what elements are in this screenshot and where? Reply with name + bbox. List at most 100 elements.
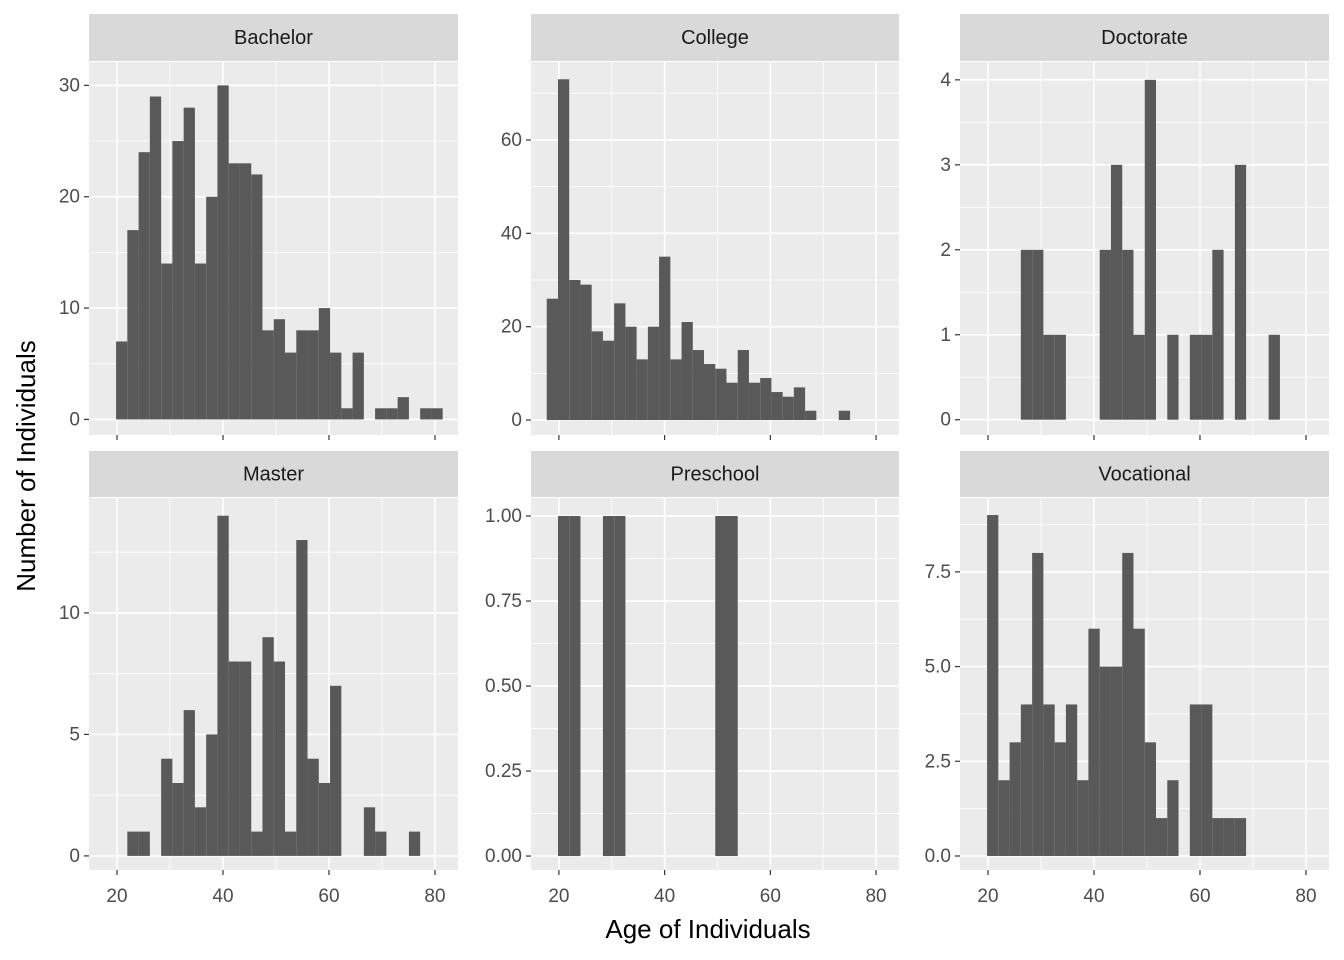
bar [1065, 704, 1078, 856]
bar [704, 364, 716, 421]
bar [262, 330, 274, 420]
x-tick-label: 60 [318, 886, 339, 907]
x-tick-label: 80 [865, 886, 886, 907]
bar [1133, 334, 1145, 420]
bar [659, 256, 671, 421]
strip [960, 14, 1329, 61]
bar [262, 637, 274, 856]
bar [760, 378, 772, 421]
bar [127, 230, 139, 420]
bar [1133, 628, 1145, 856]
x-tick-label: 40 [1083, 886, 1104, 907]
y-tick-label: 7.5 [925, 562, 951, 583]
bar [793, 387, 806, 421]
x-tick-label: 20 [106, 886, 127, 907]
bar [341, 408, 353, 420]
bar [1144, 742, 1157, 856]
bar [1167, 334, 1179, 420]
y-tick-label: 0.00 [485, 846, 522, 867]
bar [625, 326, 637, 421]
bar [1043, 704, 1055, 856]
strip-label: Master [243, 463, 304, 485]
bar [330, 685, 342, 856]
y-tick-label: 0 [511, 410, 522, 431]
bar [138, 152, 150, 420]
bar [296, 540, 308, 856]
bar [681, 322, 693, 421]
bar [1088, 628, 1100, 856]
bar [228, 163, 240, 420]
strip-label: Preschool [671, 463, 760, 485]
bar [737, 350, 749, 421]
bar [420, 408, 432, 420]
bar [1144, 79, 1157, 420]
x-tick-label: 20 [548, 886, 569, 907]
bar [161, 758, 173, 856]
bar [647, 326, 660, 421]
bar [1054, 742, 1066, 856]
bar [194, 807, 207, 856]
y-tick-label: 4 [940, 70, 951, 91]
bar [558, 79, 570, 421]
bar [127, 831, 139, 856]
bar [1099, 249, 1111, 420]
strip [531, 14, 899, 61]
bar [239, 163, 252, 420]
bar [206, 196, 218, 420]
bar [375, 831, 387, 856]
bar [172, 783, 184, 856]
y-tick-label: 10 [59, 298, 80, 319]
y-tick-label: 60 [501, 130, 522, 151]
strip [960, 451, 1329, 497]
x-tick-label: 20 [977, 886, 998, 907]
y-tick-label: 5 [69, 724, 80, 745]
strip [89, 451, 458, 497]
bar [1077, 780, 1089, 856]
bar [206, 734, 218, 856]
strip-label: College [681, 27, 749, 49]
bar [296, 330, 308, 420]
x-tick-label: 60 [1189, 886, 1210, 907]
bar [217, 515, 229, 856]
bar [1201, 334, 1213, 420]
y-tick-label: 2.5 [925, 751, 951, 772]
bar [569, 516, 581, 857]
bar [1122, 552, 1134, 856]
bar [1032, 249, 1044, 420]
bar [273, 319, 286, 420]
bar [116, 341, 128, 420]
bar [318, 783, 331, 856]
y-tick-label: 0.50 [485, 676, 522, 697]
bar [748, 382, 761, 421]
bar [307, 330, 319, 420]
bar [726, 516, 738, 857]
bar [285, 352, 297, 420]
bar [408, 831, 421, 856]
bar [558, 516, 570, 857]
strip [531, 451, 899, 497]
bar [1189, 334, 1202, 420]
bar [251, 174, 263, 420]
bar [614, 516, 626, 857]
bar [239, 661, 252, 856]
bar [715, 516, 727, 857]
bar [636, 359, 648, 421]
y-tick-label: 0 [940, 410, 951, 431]
y-tick-label: 0 [69, 409, 80, 430]
bar [363, 807, 376, 856]
bar [149, 96, 162, 420]
x-tick-label: 80 [424, 886, 445, 907]
bar [161, 263, 173, 420]
bar [307, 758, 319, 856]
bar [1009, 742, 1021, 856]
x-tick-label: 40 [654, 886, 675, 907]
bar [782, 396, 794, 421]
bar [138, 831, 150, 856]
x-tick-label: 60 [760, 886, 781, 907]
bar [431, 408, 443, 420]
bar [726, 382, 738, 421]
y-tick-label: 1.00 [485, 506, 522, 527]
y-tick-label: 0.0 [925, 846, 951, 867]
bar [580, 284, 592, 421]
x-tick-label: 40 [212, 886, 233, 907]
